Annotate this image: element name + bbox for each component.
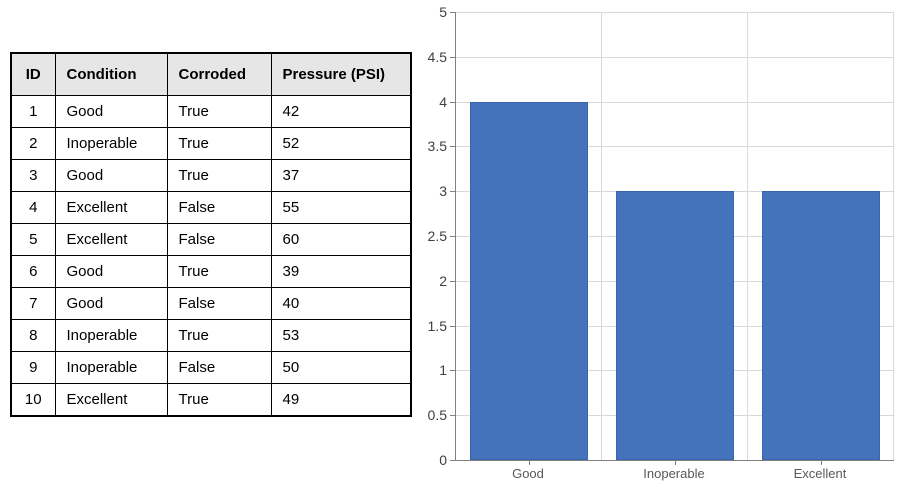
y-axis-labels: 0 0.5 1 1.5 2 2.5 3 3.5 4 4.5 5 xyxy=(0,4,447,468)
y-axis-tick xyxy=(450,56,456,58)
y-axis-label: 2.5 xyxy=(427,228,447,244)
x-axis-labels: Good Inoperable Excellent xyxy=(455,466,893,486)
table-cell: Good xyxy=(54,287,168,320)
y-axis-label: 2 xyxy=(439,272,447,289)
y-axis-label: 4 xyxy=(439,93,447,110)
table-row: 9 Inoperable False 50 xyxy=(10,351,412,384)
y-axis-label: 5 xyxy=(439,4,447,20)
table-cell: 52 xyxy=(270,127,412,160)
table-cell: False xyxy=(166,223,272,256)
horizontal-gridline xyxy=(456,146,894,148)
table-row: 4 Excellent False 55 xyxy=(10,191,412,224)
y-axis-label: 3.5 xyxy=(427,138,447,155)
table-cell: 55 xyxy=(270,191,412,224)
vertical-gridline xyxy=(601,12,602,460)
y-axis-tick xyxy=(450,325,456,327)
bar-excellent xyxy=(761,191,881,460)
table-cell: Inoperable xyxy=(54,351,168,384)
y-axis-tick xyxy=(450,191,456,193)
table-body: 1 Good True 42 2 Inoperable True 52 3 Good True 37 4… xyxy=(10,95,412,417)
y-axis-label: 4.5 xyxy=(427,48,447,65)
table-row: 6 Good True 39 xyxy=(10,255,412,288)
y-axis-label: 0 xyxy=(439,452,447,468)
table-row: 1 Good True 42 xyxy=(10,95,412,128)
x-axis-label: Excellent xyxy=(793,466,847,481)
x-axis-label: Inoperable xyxy=(643,466,705,481)
y-axis-tick xyxy=(450,280,456,282)
table-cell: True xyxy=(166,159,272,192)
plot-area xyxy=(450,12,894,465)
y-axis-tick xyxy=(450,370,456,372)
table-cell: False xyxy=(166,287,272,320)
y-axis-tick xyxy=(450,101,456,103)
table-cell: Inoperable xyxy=(54,319,168,352)
table-cell: False xyxy=(166,191,272,224)
column-header: Pressure (PSI) xyxy=(270,52,412,96)
y-axis-tick xyxy=(450,460,456,461)
horizontal-gridline xyxy=(456,12,894,13)
table-cell: 10 xyxy=(10,383,56,417)
table-cell: 49 xyxy=(270,383,412,417)
y-axis-tick xyxy=(450,146,456,148)
y-axis-label: 1 xyxy=(439,362,447,379)
bar-good xyxy=(469,101,589,460)
table-cell: True xyxy=(166,95,272,128)
table-cell: Excellent xyxy=(54,223,168,256)
table-row: 10 Excellent True 49 xyxy=(10,383,412,417)
y-axis-label: 0.5 xyxy=(427,407,447,424)
table-cell: False xyxy=(166,351,272,384)
x-axis-label: Good xyxy=(512,466,544,481)
vertical-gridline xyxy=(747,12,748,460)
x-axis-tick xyxy=(675,461,676,465)
table-row: 7 Good False 40 xyxy=(10,287,412,320)
y-axis-label: 3 xyxy=(439,183,447,200)
x-axis-tick xyxy=(821,461,822,465)
inspection-table: ID Condition Corroded Pressure (PSI) 1 Good T… xyxy=(10,52,412,417)
table-cell: 5 xyxy=(10,223,56,256)
table-cell: True xyxy=(166,319,272,352)
y-axis-tick xyxy=(450,236,456,237)
y-axis-tick xyxy=(450,415,456,417)
horizontal-gridline xyxy=(456,101,894,103)
x-axis-tick xyxy=(529,461,530,465)
table-row: 5 Excellent False 60 xyxy=(10,223,412,256)
vertical-gridline xyxy=(893,12,894,460)
table-header-row: ID Condition Corroded Pressure (PSI) xyxy=(10,52,412,96)
bar-inoperable xyxy=(615,191,735,460)
y-axis-label: 1.5 xyxy=(427,317,447,334)
table-header: ID Condition Corroded Pressure (PSI) xyxy=(10,52,412,96)
table-cell: 60 xyxy=(270,223,412,256)
table-cell: 50 xyxy=(270,351,412,384)
y-axis-tick xyxy=(450,12,456,13)
table-cell: Good xyxy=(54,255,168,288)
table-row: 2 Inoperable True 52 xyxy=(10,127,412,160)
table-cell: 9 xyxy=(10,351,56,384)
table-cell: True xyxy=(166,127,272,160)
horizontal-gridline xyxy=(456,56,894,58)
table-cell: Inoperable xyxy=(54,127,168,160)
table-cell: 42 xyxy=(270,95,412,128)
table-cell: Good xyxy=(54,95,168,128)
